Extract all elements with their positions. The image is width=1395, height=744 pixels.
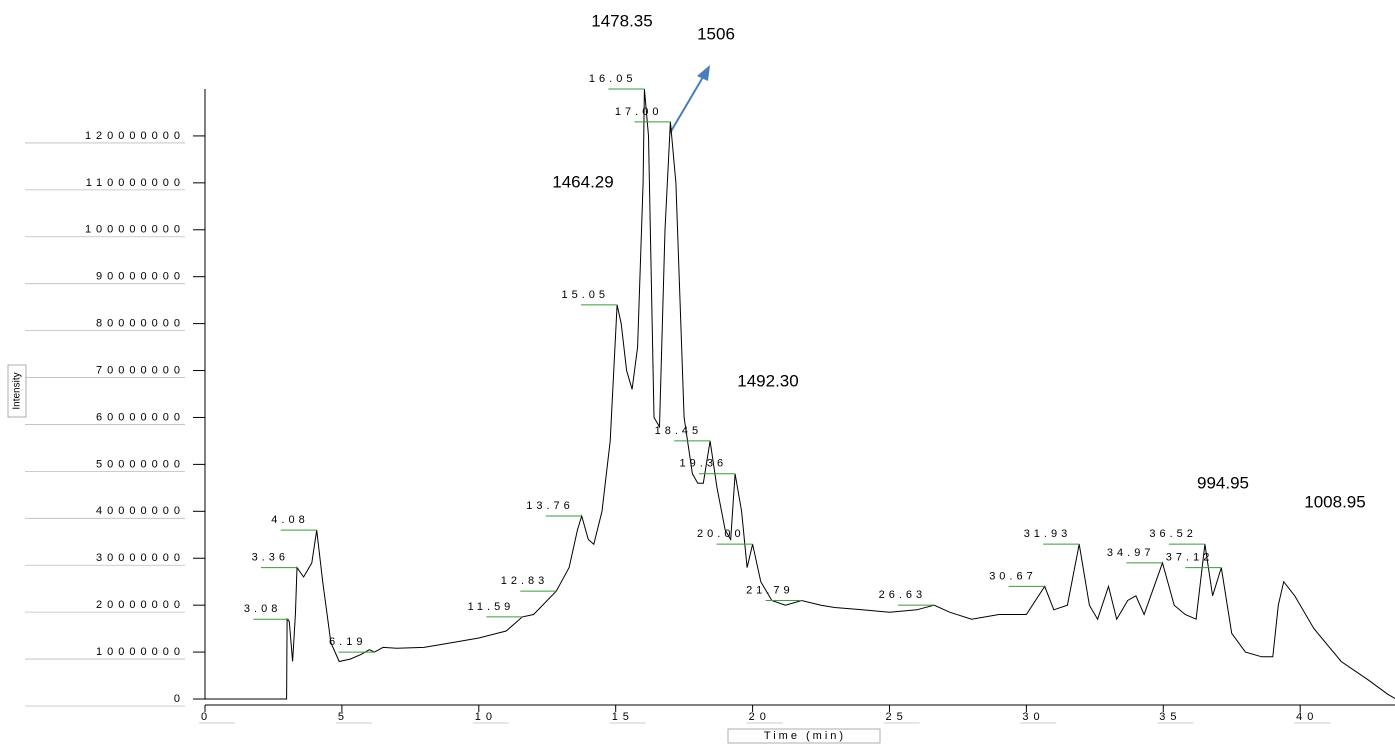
x-tick-label: 25 (885, 711, 907, 723)
y-tick-label: 60000000 (96, 411, 185, 423)
y-tick-label: 100000000 (85, 224, 185, 236)
trace (205, 88, 1395, 700)
mass-annotation: 1008.95 (1304, 492, 1365, 511)
y-tick-label: 30000000 (96, 552, 185, 564)
peak-label: 20.00 (697, 528, 745, 540)
y-label-box (7, 364, 27, 418)
x-tick-label: 15 (612, 711, 634, 723)
x-tick-label: 10 (475, 711, 497, 723)
y-tick-label: 120000000 (85, 130, 185, 142)
peak-label: 18.45 (655, 425, 703, 437)
peak-label: 19.36 (680, 458, 728, 470)
x-tick-label: 40 (1296, 711, 1318, 723)
mass-annotation: 1506 (697, 24, 735, 43)
x-axis-label: Time (min) (764, 730, 846, 742)
y-tick-label: 20000000 (96, 599, 185, 611)
mass-annotation: 1464.29 (552, 172, 613, 191)
peak-label: 12.83 (501, 575, 549, 587)
x-label-box (727, 728, 881, 744)
y-tick-label: 70000000 (96, 364, 185, 376)
peak-label: 13.76 (526, 500, 574, 512)
y-tick-label: 50000000 (96, 458, 185, 470)
y-tick-label: 80000000 (96, 318, 185, 330)
peak-label: 4.08 (271, 514, 308, 526)
peak-label: 15.05 (562, 289, 610, 301)
y-tick-label: 0 (174, 693, 185, 705)
x-tick-label: 0 (201, 711, 212, 723)
x-tick-label: 20 (749, 711, 771, 723)
peak-label: 11.59 (468, 601, 515, 613)
peak-label: 6.19 (329, 636, 366, 648)
peak-label: 37.12 (1166, 552, 1214, 564)
y-axis-label: Intensity (12, 372, 23, 409)
y-tick-label: 10000000 (96, 646, 185, 658)
arrow-head (697, 65, 710, 81)
x-tick-label: 5 (338, 711, 349, 723)
mass-annotation: 994.95 (1197, 473, 1249, 492)
y-tick-label: 90000000 (96, 271, 185, 283)
peak-label: 16.05 (589, 73, 637, 85)
x-tick-label: 30 (1022, 711, 1044, 723)
y-tick-label: 40000000 (96, 505, 185, 517)
peak-label: 34.97 (1107, 547, 1155, 559)
peak-label: 26.63 (879, 589, 927, 601)
x-tick-label: 35 (1159, 711, 1181, 723)
peak-label: 30.67 (989, 570, 1037, 582)
mass-annotation: 1478.35 (591, 11, 652, 30)
peak-label: 3.08 (244, 603, 281, 615)
peak-label: 21.79 (746, 584, 794, 596)
peak-label: 3.36 (252, 552, 289, 564)
peak-label: 31.93 (1024, 528, 1072, 540)
mass-annotation: 1492.30 (737, 371, 798, 390)
arrow (669, 76, 704, 134)
peak-label: 17.00 (615, 106, 663, 118)
y-tick-label: 110000000 (86, 177, 185, 189)
peak-label: 36.52 (1149, 528, 1197, 540)
